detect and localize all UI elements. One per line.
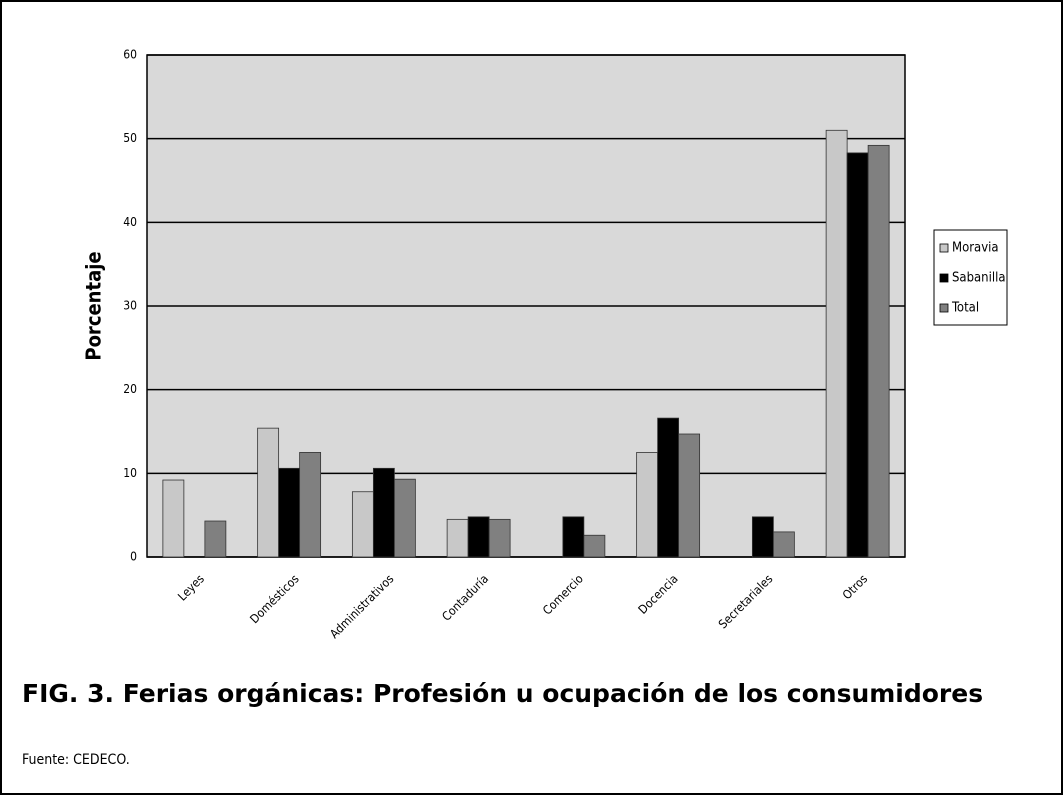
bar	[751, 516, 774, 558]
y-tick-label: 40	[123, 215, 137, 229]
bar	[278, 467, 301, 558]
bar	[846, 152, 869, 558]
y-tick-label: 30	[123, 299, 137, 313]
bar	[393, 478, 416, 558]
y-tick-label: 0	[130, 550, 137, 564]
bar	[772, 531, 795, 558]
bar	[372, 467, 395, 558]
bar	[562, 516, 585, 558]
y-tick-label: 50	[123, 131, 137, 145]
bar	[488, 518, 511, 558]
legend-label: Sabanilla	[952, 271, 1006, 286]
bar	[257, 427, 280, 558]
bar	[867, 144, 890, 558]
bar	[657, 417, 680, 558]
y-tick-label: 10	[123, 466, 137, 480]
bar	[204, 520, 227, 558]
legend-swatch	[939, 273, 949, 283]
bar	[825, 129, 848, 558]
y-axis-label: Porcentaje	[82, 251, 106, 360]
bar	[583, 534, 606, 558]
bar	[467, 516, 490, 558]
caption: FIG. 3. Ferias orgánicas: Profesión u oc…	[22, 679, 983, 708]
bar	[162, 479, 185, 558]
source: Fuente: CEDECO.	[22, 752, 130, 768]
y-tick-label: 20	[123, 382, 137, 396]
legend-label: Total	[951, 301, 979, 316]
bar	[299, 452, 322, 558]
bar	[446, 518, 469, 558]
y-tick-label: 60	[123, 48, 137, 62]
bar	[678, 433, 701, 558]
legend-swatch	[939, 303, 949, 313]
legend-label: Moravia	[952, 241, 999, 256]
legend-swatch	[939, 243, 949, 253]
bar	[351, 491, 374, 558]
bar	[636, 452, 659, 558]
